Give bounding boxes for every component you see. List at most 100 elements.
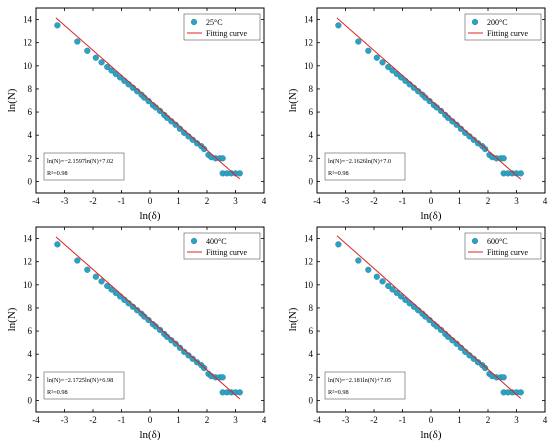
data-point: [108, 67, 115, 74]
legend-series-label: 25°C: [206, 18, 223, 27]
r-squared: R²=0.98: [47, 389, 68, 396]
data-point: [134, 307, 141, 314]
x-tick-label: -2: [370, 415, 378, 425]
y-tick-label: 14: [304, 234, 314, 244]
chart-panel-2: -4 -3 -2 -1 0 1 2 3 402468101214ln(δ)ln(N)200°CF…: [287, 7, 548, 222]
y-tick-label: 2: [28, 372, 33, 382]
equation-box: [43, 152, 125, 181]
data-point: [112, 70, 119, 78]
legend-series-label: 200°C: [487, 18, 508, 27]
x-tick-label: -3: [61, 415, 69, 425]
y-axis-label: ln(N): [6, 307, 18, 331]
data-point: [185, 352, 192, 359]
x-tick-label: -2: [370, 196, 378, 206]
x-tick-label: 4: [543, 415, 548, 425]
legend-series-label: 600°C: [487, 237, 508, 246]
legend-box: [183, 13, 261, 41]
y-tick-label: 4: [309, 130, 314, 140]
data-point: [193, 140, 201, 147]
y-tick-label: 6: [309, 326, 314, 336]
data-point: [482, 364, 489, 372]
data-point: [437, 107, 445, 115]
data-point: [74, 38, 81, 45]
x-tick-label: 3: [233, 196, 238, 206]
x-tick-label: -3: [342, 196, 350, 206]
fitting-curve-line: [336, 17, 522, 180]
r-squared: R²=0.98: [328, 170, 349, 177]
y-tick-label: 8: [28, 303, 33, 313]
data-point: [98, 59, 105, 66]
data-point: [355, 257, 362, 264]
fitting-curve-line: [55, 236, 241, 400]
x-tick-label: 4: [262, 196, 267, 206]
x-axis-label: ln(δ): [139, 429, 160, 441]
y-tick-label: 0: [309, 176, 314, 186]
legend-marker-points: [190, 18, 198, 26]
y-tick-label: 0: [28, 176, 33, 186]
x-tick-label: 3: [514, 196, 519, 206]
legend-fit-label: Fitting curve: [206, 248, 248, 257]
data-point: [385, 282, 392, 290]
x-tick-label: 0: [148, 196, 153, 206]
x-tick-label: 3: [233, 415, 238, 425]
x-tick-label: 1: [176, 196, 181, 206]
data-point: [176, 344, 184, 351]
legend-box: [464, 232, 542, 260]
data-point: [335, 22, 342, 29]
fit-equation: ln(N)=−2.1725ln(N)+6.98: [47, 377, 113, 384]
data-point: [453, 121, 460, 128]
fitting-curve-line: [55, 17, 241, 180]
data-point: [92, 54, 99, 61]
y-axis-label: ln(N): [6, 88, 18, 112]
data-point: [145, 316, 152, 324]
y-tick-label: 10: [304, 280, 314, 290]
y-tick-label: 4: [28, 130, 33, 140]
data-point: [54, 22, 61, 29]
fitting-curve-line: [336, 235, 522, 399]
x-tick-label: -1: [118, 196, 126, 206]
data-point: [397, 293, 405, 300]
data-point: [500, 155, 507, 162]
x-tick-label: -1: [399, 415, 407, 425]
legend-series-label: 400°C: [206, 237, 227, 246]
data-point: [482, 145, 489, 153]
x-tick-label: -2: [89, 415, 97, 425]
y-tick-label: 12: [304, 257, 313, 267]
chart-panel-1: -4 -3 -2 -1 0 1 2 3 402468101214ln(δ)ln(N)25°CFi…: [6, 7, 267, 222]
data-point: [389, 67, 396, 74]
data-point: [84, 266, 91, 273]
y-tick-label: 12: [23, 257, 32, 267]
x-tick-label: 1: [176, 415, 181, 425]
data-point: [104, 282, 111, 290]
x-tick-label: 2: [205, 196, 210, 206]
x-tick-label: -1: [399, 196, 407, 206]
data-point: [373, 273, 380, 280]
data-point: [373, 54, 380, 61]
x-axis-label: ln(δ): [420, 210, 441, 222]
x-tick-label: 2: [486, 196, 491, 206]
x-tick-label: -4: [313, 196, 321, 206]
legend-fit-label: Fitting curve: [487, 29, 529, 38]
data-point: [379, 59, 386, 66]
data-point: [219, 374, 226, 381]
x-tick-label: -4: [32, 196, 40, 206]
y-tick-label: 8: [309, 303, 314, 313]
data-point: [74, 257, 81, 264]
x-tick-label: -2: [89, 196, 97, 206]
x-tick-label: 0: [148, 415, 153, 425]
y-tick-label: 10: [23, 61, 33, 71]
fit-equation: ln(N)=−2.1626ln(N)+7.0: [328, 158, 391, 165]
data-point: [219, 155, 226, 162]
y-tick-label: 12: [304, 38, 313, 48]
data-point: [193, 359, 201, 366]
x-tick-label: -4: [313, 415, 321, 425]
data-point: [335, 241, 342, 248]
y-tick-label: 14: [304, 15, 314, 25]
y-tick-label: 10: [23, 280, 33, 290]
y-axis-label: ln(N): [287, 307, 299, 331]
data-point: [355, 38, 362, 45]
y-axis-label: ln(N): [287, 88, 299, 112]
r-squared: R²=0.98: [47, 170, 68, 177]
legend-box: [464, 13, 542, 41]
